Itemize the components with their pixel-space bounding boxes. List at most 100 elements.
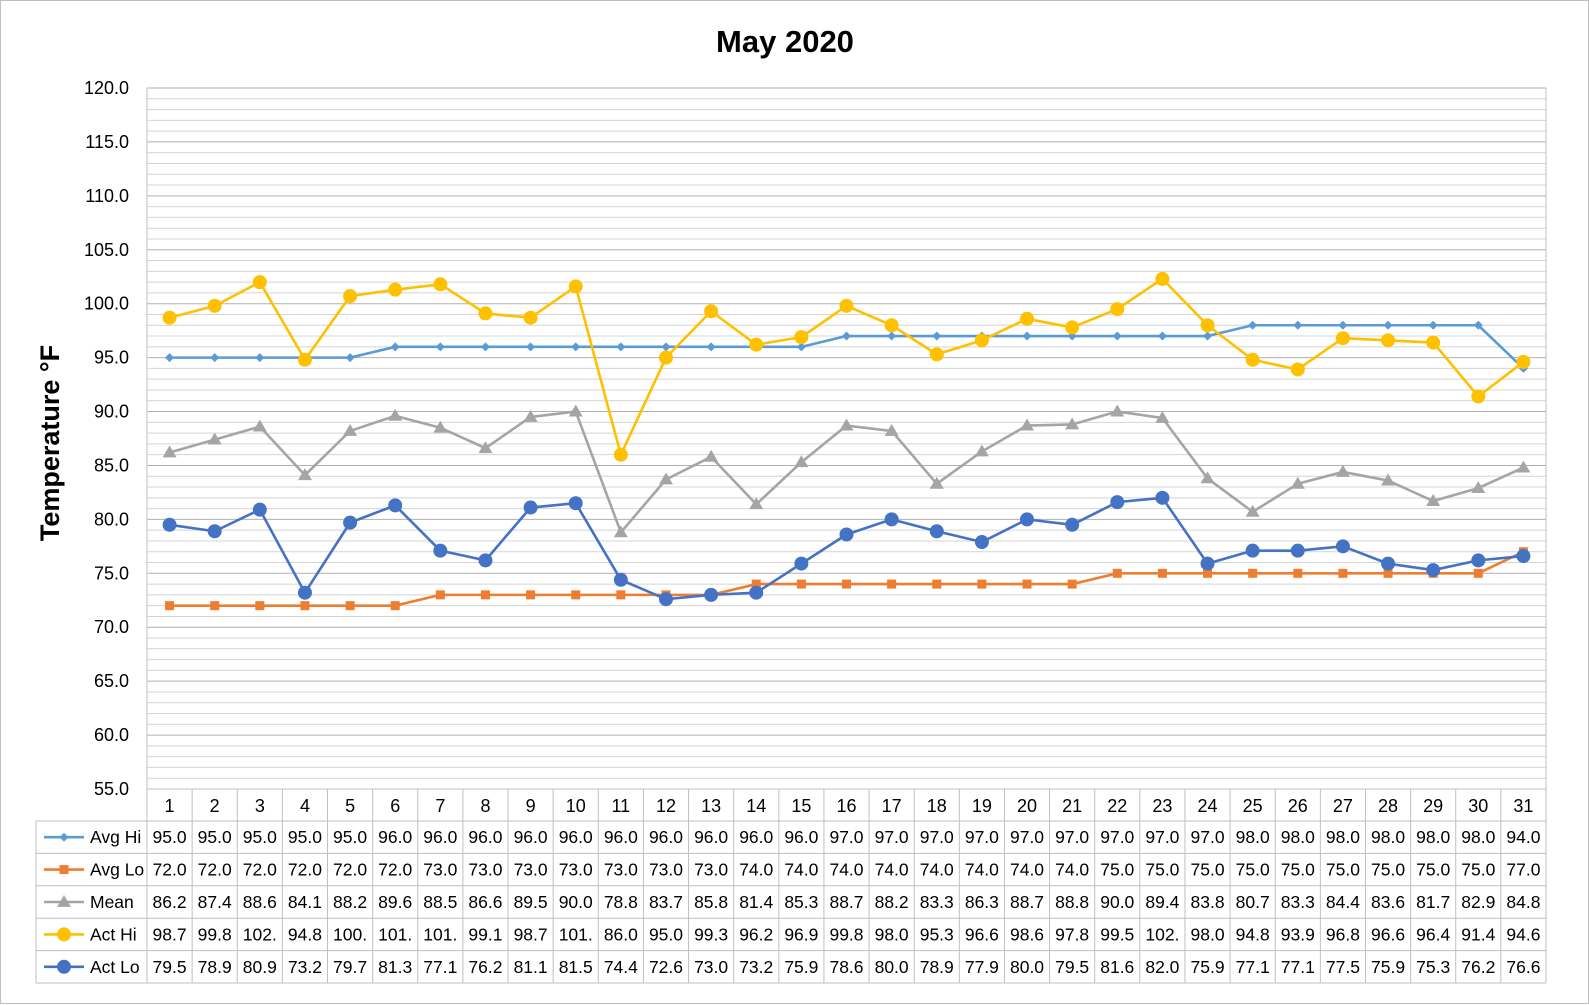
series-act-lo xyxy=(162,490,1531,607)
table-cell-act-hi: 94.6 xyxy=(1506,924,1540,944)
data-point-avg-hi-diamond xyxy=(480,342,490,352)
data-point-act-lo-circle xyxy=(433,543,448,558)
data-point-avg-hi-diamond xyxy=(571,342,581,352)
x-tick-label: 5 xyxy=(345,796,355,816)
y-tick-label: 65.0 xyxy=(94,671,129,691)
table-cell-mean: 85.8 xyxy=(694,892,728,912)
table-cell-act-lo: 73.0 xyxy=(694,957,728,977)
table-cell-mean: 88.2 xyxy=(875,892,909,912)
table-cell-act-hi: 96.6 xyxy=(1371,924,1405,944)
data-point-mean-triangle xyxy=(839,418,854,431)
table-cell-mean: 84.1 xyxy=(288,892,322,912)
data-point-act-lo-circle xyxy=(343,515,358,530)
table-cell-avg-hi: 98.0 xyxy=(1281,827,1315,847)
data-point-avg-lo-square xyxy=(1293,568,1303,578)
table-cell-avg-lo: 75.0 xyxy=(1100,860,1134,880)
table-cell-act-hi: 95.0 xyxy=(649,924,683,944)
table-cell-act-lo: 79.7 xyxy=(333,957,367,977)
data-point-act-hi-circle xyxy=(613,447,628,462)
legend-marker-act-hi-circle xyxy=(57,927,71,942)
table-cell-act-lo: 76.2 xyxy=(1461,957,1495,977)
table-cell-avg-hi: 98.0 xyxy=(1416,827,1450,847)
table-cell-avg-hi: 97.0 xyxy=(875,827,909,847)
table-cell-act-hi: 93.9 xyxy=(1281,924,1315,944)
table-cell-act-hi: 98.7 xyxy=(153,924,187,944)
data-point-act-lo-circle xyxy=(162,517,177,532)
data-point-act-lo-circle xyxy=(1245,543,1260,558)
x-tick-label: 25 xyxy=(1243,796,1263,816)
data-point-act-hi-circle xyxy=(388,282,403,297)
data-point-mean-triangle xyxy=(1110,404,1125,417)
data-point-act-lo-circle xyxy=(207,524,222,539)
table-cell-avg-lo: 72.0 xyxy=(333,860,367,880)
table-cell-avg-lo: 73.0 xyxy=(649,860,683,880)
table-cell-avg-hi: 97.0 xyxy=(920,827,954,847)
table-cell-act-lo: 77.5 xyxy=(1326,957,1360,977)
data-point-avg-hi-diamond xyxy=(210,353,220,363)
data-point-avg-lo-square xyxy=(526,590,536,600)
table-cell-act-lo: 72.6 xyxy=(649,957,683,977)
data-point-act-hi-circle xyxy=(568,279,583,294)
x-tick-label: 7 xyxy=(435,796,445,816)
data-point-act-hi-circle xyxy=(1426,335,1441,350)
y-tick-label: 70.0 xyxy=(94,617,129,637)
data-point-avg-hi-diamond xyxy=(1248,320,1258,330)
data-point-mean-triangle xyxy=(1065,417,1080,430)
table-cell-act-lo: 73.2 xyxy=(739,957,773,977)
data-point-act-lo-circle xyxy=(1110,495,1125,510)
data-point-act-hi-circle xyxy=(974,333,989,348)
data-point-mean-triangle xyxy=(658,472,673,485)
data-point-avg-lo-square xyxy=(1203,568,1213,578)
table-cell-mean: 88.7 xyxy=(829,892,863,912)
y-tick-label: 105.0 xyxy=(84,240,129,260)
table-cell-mean: 78.8 xyxy=(604,892,638,912)
data-point-avg-lo-square xyxy=(977,579,987,589)
table-cell-act-hi: 96.4 xyxy=(1416,924,1450,944)
table-cell-avg-hi: 97.0 xyxy=(1010,827,1044,847)
data-point-act-lo-circle xyxy=(1290,543,1305,558)
data-point-mean-triangle xyxy=(523,409,538,422)
data-point-act-lo-circle xyxy=(884,512,899,527)
y-tick-label: 55.0 xyxy=(94,779,129,799)
data-point-act-lo-circle xyxy=(1020,512,1035,527)
table-cell-avg-hi: 95.0 xyxy=(198,827,232,847)
series-act-hi xyxy=(162,271,1531,462)
table-cell-act-lo: 77.9 xyxy=(965,957,999,977)
y-tick-label: 90.0 xyxy=(94,402,129,422)
table-cell-avg-hi: 97.0 xyxy=(1055,827,1089,847)
data-point-act-lo-circle xyxy=(1335,539,1350,554)
table-cell-mean: 84.4 xyxy=(1326,892,1360,912)
table-cell-avg-hi: 96.0 xyxy=(423,827,457,847)
table-cell-act-lo: 76.6 xyxy=(1506,957,1540,977)
table-cell-avg-hi: 94.0 xyxy=(1506,827,1540,847)
table-cell-act-lo: 73.2 xyxy=(288,957,322,977)
data-point-avg-hi-diamond xyxy=(616,342,626,352)
table-cell-act-hi: 98.0 xyxy=(875,924,909,944)
table-cell-avg-lo: 74.0 xyxy=(965,860,999,880)
data-point-avg-hi-diamond xyxy=(1203,331,1213,341)
data-point-avg-lo-square xyxy=(435,590,445,600)
data-point-act-lo-circle xyxy=(478,553,493,568)
table-cell-act-lo: 75.9 xyxy=(784,957,818,977)
table-cell-avg-hi: 97.0 xyxy=(965,827,999,847)
y-tick-labels: 55.0 60.0 65.0 70.0 75.0 80.0 85.0 90.0 95.0 100.… xyxy=(84,78,129,799)
table-cell-act-lo: 80.9 xyxy=(243,957,277,977)
data-point-avg-hi-diamond xyxy=(1383,320,1393,330)
table-cell-avg-hi: 98.0 xyxy=(1236,827,1270,847)
x-tick-label: 20 xyxy=(1017,796,1037,816)
table-cell-avg-lo: 73.0 xyxy=(468,860,502,880)
series-layer xyxy=(162,271,1531,611)
table-cell-avg-lo: 74.0 xyxy=(784,860,818,880)
table-cell-act-lo: 75.3 xyxy=(1416,957,1450,977)
data-point-avg-lo-square xyxy=(1473,568,1483,578)
table-cell-avg-lo: 73.0 xyxy=(694,860,728,880)
data-point-act-hi-circle xyxy=(1335,331,1350,346)
table-cell-act-hi: 102. xyxy=(1145,924,1179,944)
data-point-mean-triangle xyxy=(929,476,944,489)
data-point-mean-triangle xyxy=(207,432,222,445)
data-point-act-lo-circle xyxy=(252,502,267,517)
table-cell-act-hi: 99.3 xyxy=(694,924,728,944)
table-cell-act-lo: 77.1 xyxy=(1281,957,1315,977)
y-tick-label: 80.0 xyxy=(94,509,129,529)
data-point-act-lo-circle xyxy=(388,498,403,513)
